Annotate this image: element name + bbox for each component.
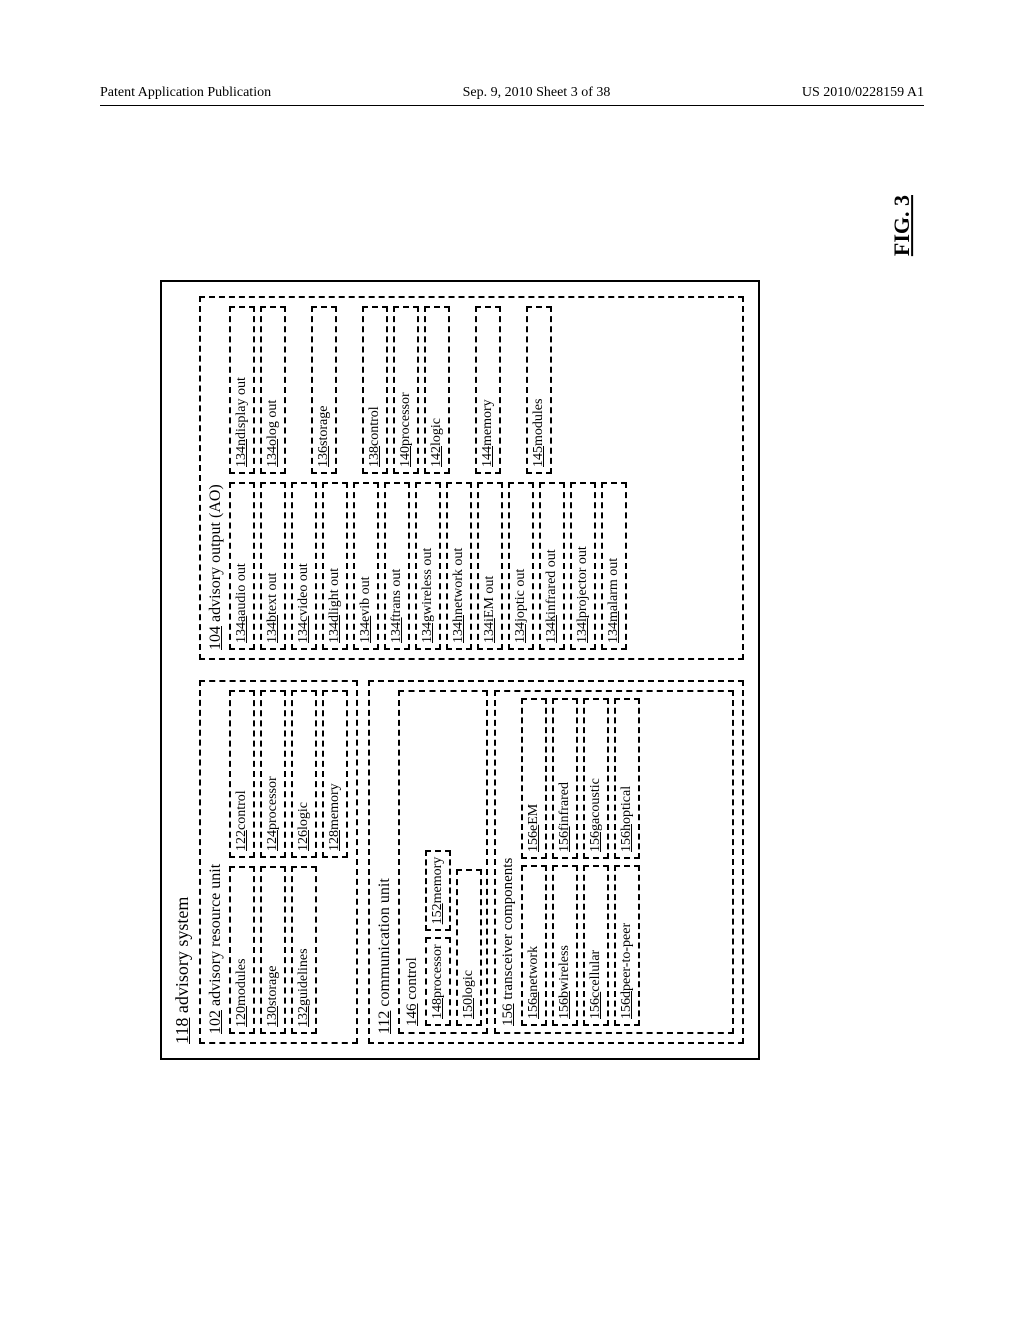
right-column: 104 advisory output (AO) 134a audio out1… xyxy=(199,296,744,660)
ao-left-item-6: 134g wireless out xyxy=(415,482,441,650)
comm-title: 112 communication unit xyxy=(376,690,394,1034)
page-header: Patent Application Publication Sep. 9, 2… xyxy=(100,85,924,106)
ao-right-item-4: 140 processor xyxy=(393,306,419,474)
communication-unit: 112 communication unit 146 control 148 p… xyxy=(368,680,744,1044)
left-column: 102 advisory resource unit 120 modules 1… xyxy=(199,680,744,1044)
ao-left-item-11: 134l projector out xyxy=(570,482,596,650)
comm-memory: 152 memory xyxy=(425,850,451,932)
ao-right-item-2: 136 storage xyxy=(311,306,337,474)
ao-left-item-2: 134c video out xyxy=(291,482,317,650)
trans-network: 156a network xyxy=(521,865,547,1026)
ao-left-item-4: 134e vib out xyxy=(353,482,379,650)
comm-processor: 148 processor xyxy=(425,937,451,1026)
trans-right: 156e EM 156f infrared 156g acoustic 156h… xyxy=(521,698,728,859)
comm-control-title: 146 control xyxy=(404,698,421,1026)
trans-optical: 156h optical xyxy=(614,698,640,859)
ao-title: 104 advisory output (AO) xyxy=(207,306,225,650)
trans-acoustic: 156g acoustic xyxy=(583,698,609,859)
memory-box: 128 memory xyxy=(322,690,348,858)
header-center: Sep. 9, 2010 Sheet 3 of 38 xyxy=(463,85,611,101)
diagram-wrapper: 118 advisory system 102 advisory resourc… xyxy=(70,370,850,970)
ao-left-item-7: 134h network out xyxy=(446,482,472,650)
ao-left-item-0: 134a audio out xyxy=(229,482,255,650)
trans-wireless: 156b wireless xyxy=(552,865,578,1026)
trans-infrared: 156f infrared xyxy=(552,698,578,859)
modules-box: 120 modules xyxy=(229,866,255,1034)
header-right: US 2010/0228159 A1 xyxy=(802,85,924,101)
ao-left-item-8: 134i EM out xyxy=(477,482,503,650)
ao-left-item-3: 134d light out xyxy=(322,482,348,650)
ao-left-item-1: 134b text out xyxy=(260,482,286,650)
ao-right-item-6: 144 memory xyxy=(475,306,501,474)
transceiver-box: 156 transceiver components 156a network … xyxy=(494,690,734,1034)
trans-left: 156a network 156b wireless 156c cellular… xyxy=(521,865,728,1026)
control-box: 122 control xyxy=(229,690,255,858)
storage-box: 130 storage xyxy=(260,866,286,1034)
resource-right-col: 122 control 124 processor 126 logic 128 … xyxy=(229,690,348,858)
transceiver-title: 156 transceiver components xyxy=(500,698,517,1026)
figure-label: FIG. 3 xyxy=(889,195,915,256)
ao-right-item-5: 142 logic xyxy=(424,306,450,474)
trans-em: 156e EM xyxy=(521,698,547,859)
ao-right-col: 134n display out134o log out 136 storage 1… xyxy=(229,306,734,474)
advisory-system-box: 118 advisory system 102 advisory resourc… xyxy=(160,280,760,1060)
comm-logic: 150 logic xyxy=(456,869,482,1026)
resource-left-col: 120 modules 130 storage 132 guidelines xyxy=(229,866,348,1034)
ao-left-item-12: 134m alarm out xyxy=(601,482,627,650)
ao-left-item-5: 134f trans out xyxy=(384,482,410,650)
ao-right-item-7: 145 modules xyxy=(526,306,552,474)
comm-control-box: 146 control 148 processor 152 memory 150… xyxy=(398,690,488,1034)
guidelines-box: 132 guidelines xyxy=(291,866,317,1034)
ao-left-col: 134a audio out134b text out134c video ou… xyxy=(229,482,734,650)
processor-box: 124 processor xyxy=(260,690,286,858)
ao-right-item-1: 134o log out xyxy=(260,306,286,474)
header-left: Patent Application Publication xyxy=(100,85,271,101)
advisory-resource-unit: 102 advisory resource unit 120 modules 1… xyxy=(199,680,358,1044)
ao-right-item-3: 138 control xyxy=(362,306,388,474)
resource-title: 102 advisory resource unit xyxy=(207,690,225,1034)
advisory-output-box: 104 advisory output (AO) 134a audio out1… xyxy=(199,296,744,660)
trans-cellular: 156c cellular xyxy=(583,865,609,1026)
logic-box: 126 logic xyxy=(291,690,317,858)
advisory-system-title: 118 advisory system xyxy=(172,296,193,1044)
trans-peer: 156d peer-to-peer xyxy=(614,865,640,1026)
ao-left-item-10: 134k infrared out xyxy=(539,482,565,650)
ao-right-item-0: 134n display out xyxy=(229,306,255,474)
page: Patent Application Publication Sep. 9, 2… xyxy=(0,0,1024,1320)
ao-left-item-9: 134j optic out xyxy=(508,482,534,650)
